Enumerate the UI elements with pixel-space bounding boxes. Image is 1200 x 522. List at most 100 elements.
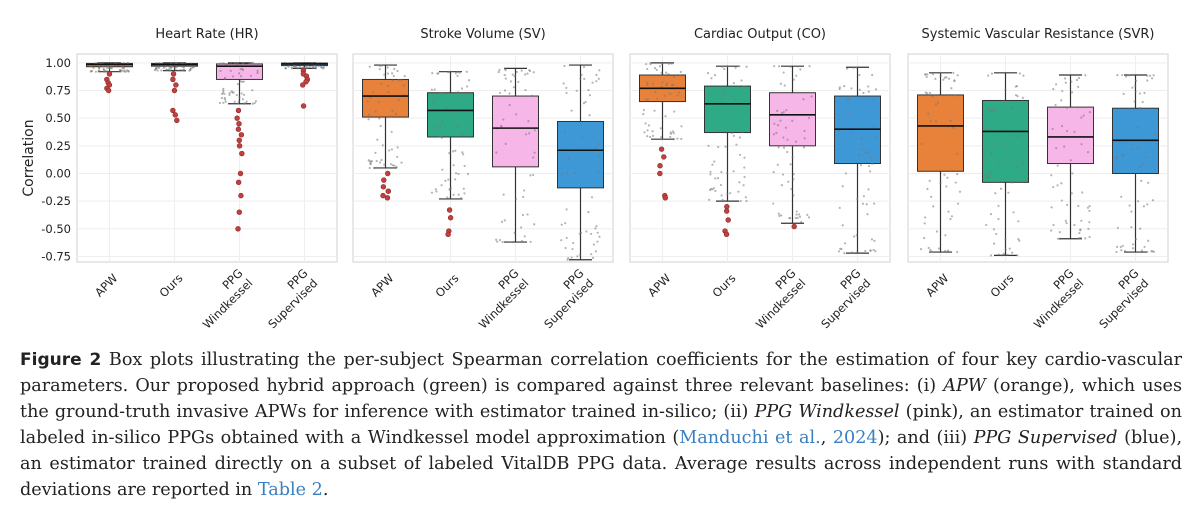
subject-point bbox=[1150, 77, 1154, 80]
subject-point bbox=[173, 61, 177, 64]
subject-point bbox=[462, 153, 465, 156]
subject-point bbox=[284, 67, 287, 70]
subject-point bbox=[1016, 254, 1019, 257]
subject-point bbox=[1088, 204, 1091, 208]
subject-point bbox=[739, 199, 742, 203]
subject-point bbox=[1151, 199, 1155, 202]
subject-point bbox=[238, 96, 241, 99]
subject-point bbox=[236, 63, 239, 66]
subject-point bbox=[792, 78, 795, 81]
subject-point bbox=[1013, 158, 1016, 161]
subject-point bbox=[667, 62, 671, 65]
panel-4: Systemic Vascular Resistance (SVR) APW Our… bbox=[907, 27, 1169, 331]
x-tick-label-line: Ours bbox=[709, 271, 738, 300]
subject-point bbox=[219, 62, 222, 65]
subject-point bbox=[861, 202, 865, 205]
subject-point bbox=[585, 230, 588, 233]
subject-point bbox=[563, 131, 567, 134]
subject-point bbox=[590, 196, 594, 199]
subject-point bbox=[803, 129, 806, 132]
subject-point bbox=[237, 100, 240, 103]
subject-point bbox=[99, 61, 102, 65]
citation-link[interactable]: Manduchi et al. bbox=[679, 428, 821, 448]
subject-point bbox=[958, 190, 962, 193]
subject-point bbox=[1052, 185, 1055, 189]
subject-point bbox=[395, 166, 398, 169]
subject-point bbox=[950, 215, 954, 218]
subject-point bbox=[934, 103, 938, 106]
caption-apw: APW bbox=[943, 376, 986, 396]
subject-point bbox=[947, 77, 951, 80]
subject-point bbox=[173, 66, 176, 69]
subject-point bbox=[1152, 74, 1155, 77]
subject-point bbox=[949, 119, 952, 122]
subject-point bbox=[1004, 238, 1007, 241]
subject-point bbox=[168, 66, 171, 69]
subject-point bbox=[523, 235, 526, 238]
outlier-point bbox=[236, 121, 242, 127]
subject-point bbox=[1070, 80, 1073, 83]
subject-point bbox=[926, 187, 929, 191]
subject-point bbox=[1134, 238, 1138, 241]
subject-point bbox=[706, 71, 710, 75]
subject-point bbox=[570, 256, 573, 259]
subject-point bbox=[1143, 91, 1146, 95]
subject-point bbox=[376, 138, 379, 141]
outlier-point bbox=[234, 115, 240, 121]
subject-point bbox=[461, 133, 464, 136]
subject-point bbox=[430, 88, 434, 91]
subject-point bbox=[1012, 211, 1015, 214]
subject-point bbox=[107, 64, 110, 68]
subject-point bbox=[780, 184, 783, 187]
subject-point bbox=[943, 173, 946, 176]
table-ref-link[interactable]: Table 2 bbox=[257, 480, 323, 500]
subject-point bbox=[375, 64, 378, 67]
subject-point bbox=[645, 62, 648, 66]
subject-point bbox=[852, 235, 856, 238]
subject-point bbox=[796, 65, 800, 68]
subject-point bbox=[446, 106, 449, 110]
outlier-point bbox=[237, 170, 244, 177]
subject-point bbox=[1003, 100, 1006, 103]
subject-point bbox=[672, 138, 676, 141]
subject-point bbox=[1080, 116, 1083, 119]
subject-point bbox=[389, 115, 392, 118]
subject-point bbox=[745, 65, 748, 68]
subject-point bbox=[1063, 77, 1067, 80]
subject-point bbox=[229, 69, 232, 72]
subject-point bbox=[994, 192, 997, 195]
subject-point bbox=[779, 119, 782, 122]
subject-point bbox=[597, 142, 600, 146]
subject-point bbox=[1079, 229, 1082, 232]
subject-point bbox=[386, 72, 390, 75]
subject-point bbox=[1148, 74, 1152, 77]
subject-point bbox=[594, 146, 597, 149]
citation-year-link[interactable]: 2024 bbox=[832, 428, 878, 448]
subject-point bbox=[999, 187, 1003, 190]
subject-point bbox=[381, 144, 384, 147]
subject-point bbox=[872, 248, 875, 252]
subject-point bbox=[743, 156, 746, 159]
subject-point bbox=[807, 116, 811, 120]
subject-point bbox=[988, 109, 991, 113]
subject-point bbox=[583, 77, 586, 80]
subject-point bbox=[673, 110, 676, 113]
subject-point bbox=[846, 111, 850, 114]
subject-point bbox=[1128, 74, 1131, 77]
subject-point bbox=[929, 248, 932, 252]
subject-point bbox=[249, 74, 252, 77]
subject-point bbox=[517, 80, 520, 84]
subject-point bbox=[865, 203, 868, 206]
outlier-point bbox=[723, 208, 730, 214]
subject-point bbox=[457, 172, 460, 176]
subject-point bbox=[441, 120, 444, 123]
subject-point bbox=[232, 91, 235, 94]
subject-point bbox=[222, 62, 225, 65]
subject-point bbox=[944, 249, 947, 253]
subject-point bbox=[872, 98, 875, 101]
subject-point bbox=[713, 74, 717, 77]
subject-point bbox=[1051, 127, 1054, 131]
subject-point bbox=[182, 69, 185, 72]
outlier-point bbox=[662, 195, 669, 201]
subject-point bbox=[869, 249, 872, 252]
